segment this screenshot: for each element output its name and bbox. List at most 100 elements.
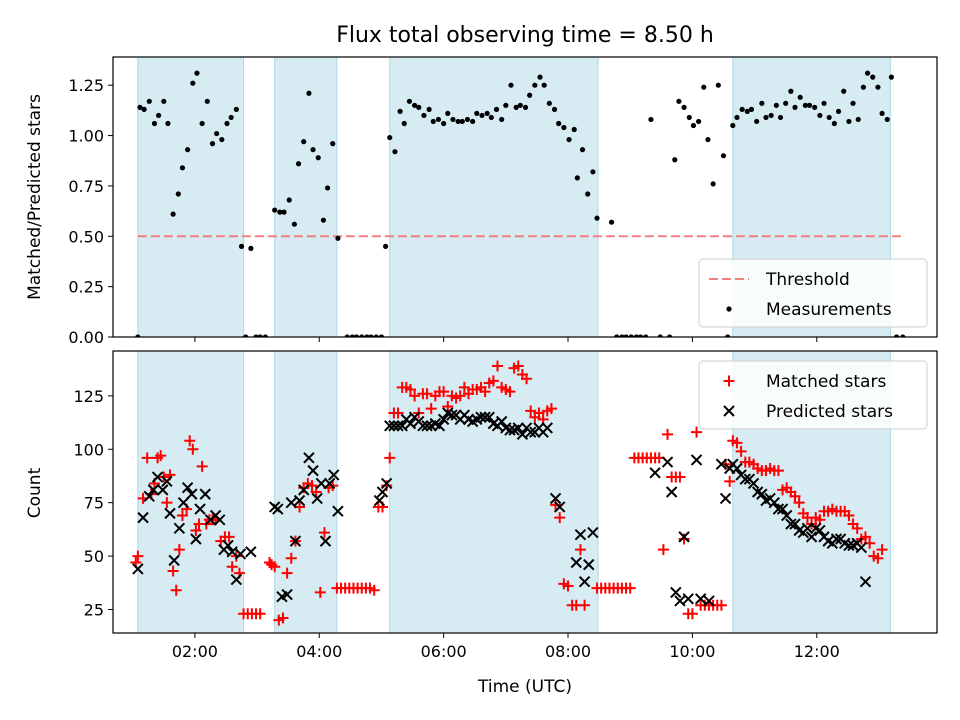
matched-stars-point [678, 533, 690, 545]
predicted-stars-point [186, 488, 198, 500]
predicted-stars-point [380, 477, 393, 490]
measurement-point [561, 124, 567, 131]
y-tick-label: 1.25 [68, 76, 104, 95]
predicted-stars-point [665, 486, 678, 498]
matched-stars-point [525, 405, 537, 417]
predicted-stars-point [272, 503, 284, 515]
predicted-stars-point [319, 535, 332, 547]
matched-stars-point [196, 460, 208, 472]
predicted-stars-point [739, 473, 751, 485]
matched-stars-point [772, 465, 784, 477]
measurement-point [179, 165, 186, 171]
measurement-point [464, 116, 471, 123]
y-tick-label: 125 [73, 387, 104, 406]
measurement-point [628, 334, 634, 337]
matched-stars-point [223, 531, 235, 543]
predicted-stars-point [396, 420, 408, 432]
matched-stars-point [859, 531, 871, 543]
matched-stars-point [479, 386, 491, 398]
matched-stars-point [674, 471, 686, 483]
matched-stars-point [662, 428, 674, 440]
measurement-point [590, 169, 596, 175]
x-tick-label: 12:00 [794, 642, 840, 661]
matched-stars-point [155, 450, 167, 462]
matched-stars-point [226, 561, 238, 573]
measurement-point [633, 334, 640, 337]
measurement-point [614, 334, 620, 337]
measurement-point [648, 116, 654, 123]
measurement-point [623, 334, 629, 337]
predicted-stars-point [161, 475, 173, 488]
matched-stars-point [715, 599, 727, 611]
measurement-point [373, 334, 379, 337]
predicted-stars-point [303, 452, 315, 464]
measurement-point [566, 136, 572, 143]
matched-stars-point [521, 373, 533, 385]
predicted-stars-point [157, 484, 169, 496]
matched-stars-point [487, 375, 499, 387]
measurement-point [141, 106, 147, 112]
measurement-point [802, 102, 808, 108]
predicted-stars-point [199, 488, 211, 500]
predicted-stars-point [168, 554, 180, 567]
matched-stars-point [686, 608, 698, 620]
measurement-point [161, 98, 167, 104]
measurement-point [846, 118, 852, 125]
predicted-stars-point [147, 484, 160, 496]
top-panel: 0.00 0.25 0.50 0.75 1.00 1.25 Threshold Measure… [68, 56, 938, 347]
predicted-stars-point [230, 573, 243, 586]
measurement-point [272, 207, 278, 213]
matched-stars-point [438, 386, 450, 398]
measurement-point [353, 334, 360, 337]
measurement-point [238, 243, 245, 249]
y-tick-label: 1.00 [68, 127, 104, 146]
predicted-stars-point [421, 420, 433, 432]
top-ylabel: Matched/Predicted stars [25, 94, 45, 300]
predicted-stars-point [173, 522, 186, 535]
predicted-stars-point [578, 576, 591, 588]
legend-box [698, 360, 928, 430]
matched-stars-point [789, 490, 801, 502]
matched-stars-point [731, 437, 743, 449]
matched-stars-point [318, 527, 330, 539]
predicted-stars-point [164, 507, 176, 520]
measurement-point [421, 112, 427, 119]
predicted-stars-point [830, 533, 843, 545]
predicted-stars-point [234, 548, 247, 560]
measurement-point [783, 100, 789, 106]
measurement-point [508, 82, 514, 88]
measurement-point [710, 181, 716, 187]
matched-stars-point [392, 407, 404, 419]
predicted-stars-point [177, 496, 190, 509]
predicted-stars-point [479, 411, 491, 423]
y-tick-label: 100 [73, 440, 104, 459]
measurement-point [763, 114, 769, 121]
measurement-point [725, 334, 731, 337]
predicted-stars-point [373, 494, 386, 507]
matched-stars-point [492, 360, 504, 372]
predicted-stars-point [541, 422, 553, 434]
measurement-point [499, 116, 505, 123]
measurement-point [243, 334, 249, 337]
measurement-point [841, 88, 847, 94]
measurement-point [556, 120, 562, 127]
predicted-stars-point [703, 595, 715, 607]
measurement-point [330, 141, 336, 147]
predicted-stars-point [245, 546, 257, 558]
measurement-point [579, 147, 586, 153]
measurement-point [571, 126, 577, 133]
predicted-stars-point [859, 576, 872, 588]
measurement-point [257, 334, 263, 337]
measurement-point [864, 70, 871, 76]
predicted-stars-point [814, 524, 826, 537]
matched-stars-point [554, 512, 566, 524]
predicted-stars-point [524, 426, 537, 438]
measurement-point [835, 108, 842, 114]
measurement-point [527, 92, 533, 98]
measurement-point [416, 104, 422, 110]
matched-stars-point [724, 475, 736, 487]
matched-stars-point [458, 381, 470, 393]
measurement-point [594, 215, 600, 221]
measurement-point [156, 112, 162, 119]
